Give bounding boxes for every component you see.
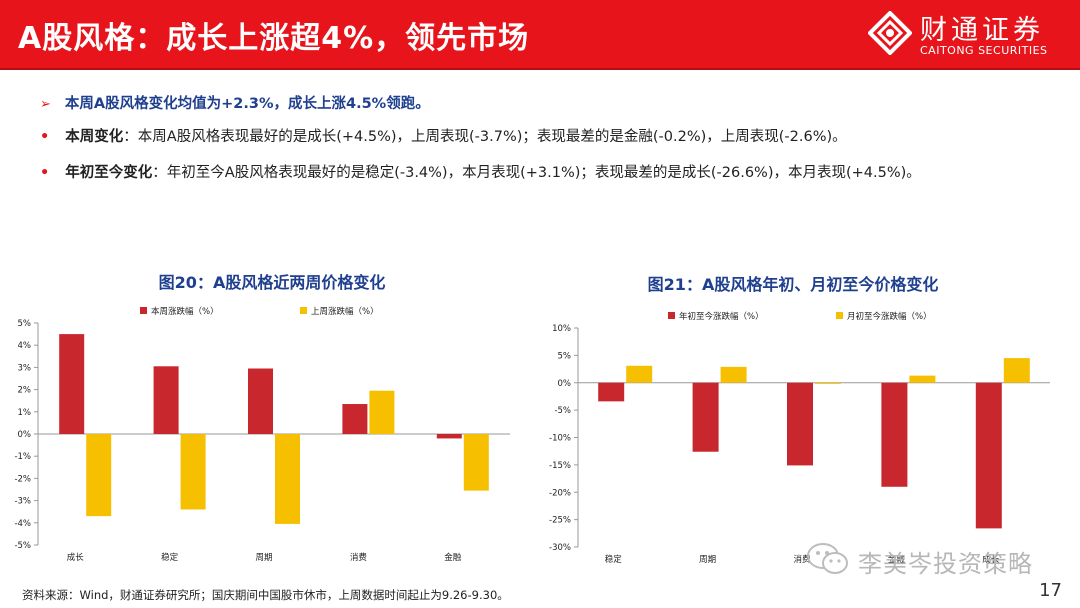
y-tick-label: 0% [18, 430, 32, 440]
summary-text: 本周A股风格变化均值为+2.3%，成长上涨4.5%领跑。 [64, 96, 430, 112]
y-tick-label: -25% [549, 516, 571, 526]
watermark-text: 李美岑投资策略 [858, 550, 1033, 578]
y-tick-label: 0% [558, 379, 572, 389]
bar-series2 [275, 434, 300, 524]
bar-series2 [180, 434, 206, 510]
bar-series2 [720, 366, 747, 383]
x-tick-label: 金融 [444, 552, 462, 563]
page-number: 17 [1039, 580, 1062, 601]
bar-series1 [436, 434, 462, 439]
header-bar: A股风格：成长上涨超4%，领先市场 财通证券 CAITONG SECURITIE… [0, 0, 1080, 68]
y-tick-label: 5% [558, 351, 572, 361]
bar-series1 [787, 382, 813, 466]
y-tick-label: -20% [549, 488, 571, 498]
bar-series2 [1003, 358, 1030, 383]
slide-title: A股风格：成长上涨超4%，领先市场 [18, 21, 530, 56]
ytd-lead: 年初至今变化 [65, 165, 153, 181]
bar-series1 [342, 404, 368, 434]
ytd-change-bullet: • 年初至今变化：年初至今A股风格表现最好的是稳定(-3.4%)，本月表现(+3.… [40, 161, 921, 182]
week-text: ：本周A股风格表现最好的是成长(+4.5%)，上周表现(-3.7%)；表现最差的… [123, 129, 847, 145]
bar-series1 [59, 334, 85, 434]
watermark: 李美岑投资策略 [806, 542, 1068, 578]
y-tick-label: -4% [14, 519, 31, 529]
legend-label: 年初至今涨跌幅（%） [679, 311, 764, 322]
logo-text-en: CAITONG SECURITIES [920, 44, 1048, 57]
x-tick-label: 消费 [350, 552, 368, 563]
legend-label: 月初至今涨跌幅（%） [847, 311, 932, 322]
y-tick-label: 10% [552, 324, 571, 334]
chart-title: 图20：A股风格近两周价格变化 [159, 273, 386, 292]
legend-swatch [668, 312, 675, 319]
y-tick-label: -30% [549, 543, 571, 553]
legend-swatch [140, 307, 147, 314]
x-tick-label: 周期 [699, 555, 716, 565]
x-tick-label: 稳定 [161, 552, 179, 563]
x-tick-label: 成长 [982, 554, 1000, 565]
y-tick-label: 5% [18, 319, 32, 329]
summary-bullet: ➢ 本周A股风格变化均值为+2.3%，成长上涨4.5%领跑。 [40, 92, 430, 113]
dot-bullet-icon: • [40, 165, 50, 181]
y-tick-label: -2% [14, 474, 31, 484]
week-change-bullet: • 本周变化：本周A股风格表现最好的是成长(+4.5%)，上周表现(-3.7%)；… [40, 125, 847, 146]
bar-series2 [369, 390, 395, 434]
y-tick-label: -1% [14, 452, 31, 462]
bar-series2 [463, 434, 489, 491]
bar-series1 [598, 382, 625, 402]
bar-series1 [153, 366, 179, 434]
arrow-bullet-icon: ➢ [40, 97, 51, 112]
y-tick-label: 3% [18, 363, 32, 373]
dot-bullet-icon: • [40, 129, 50, 145]
y-tick-label: -3% [14, 497, 31, 507]
bar-series1 [881, 382, 908, 487]
y-tick-label: 2% [18, 386, 32, 396]
bar-series1 [975, 382, 1002, 529]
company-logo: 财通证券 CAITONG SECURITIES [848, 0, 1080, 68]
y-tick-label: -15% [549, 461, 571, 471]
wechat-icon [807, 543, 848, 574]
bar-series1 [248, 368, 273, 434]
y-tick-label: 1% [18, 408, 32, 418]
logo-mark-icon [868, 11, 912, 55]
source-note: 资料来源：Wind，财通证券研究所；国庆期间中国股市休市，上周数据时间起止为9.… [22, 588, 509, 602]
x-tick-label: 周期 [255, 553, 272, 563]
header-divider [0, 68, 1080, 70]
y-tick-label: 4% [18, 341, 32, 351]
ytd-text: ：年初至今A股风格表现最好的是稳定(-3.4%)，本月表现(+3.1%)；表现最… [152, 165, 921, 181]
legend-swatch [836, 312, 843, 319]
legend-label: 上周涨跌幅（%） [311, 306, 379, 317]
y-tick-label: -5% [554, 406, 571, 416]
x-tick-label: 稳定 [605, 554, 623, 565]
bar-series2 [86, 434, 112, 517]
x-tick-label: 消费 [793, 554, 811, 565]
y-tick-label: -10% [549, 434, 571, 444]
y-tick-label: -5% [14, 541, 31, 551]
legend-label: 本周涨跌幅（%） [151, 306, 219, 317]
week-lead: 本周变化 [65, 129, 124, 145]
bar-series2 [626, 365, 653, 383]
x-tick-label: 成长 [67, 552, 85, 563]
chart-title: 图21：A股风格年初、月初至今价格变化 [648, 275, 939, 294]
legend-swatch [300, 307, 307, 314]
x-tick-label: 金融 [888, 554, 906, 565]
logo-text-cn: 财通证券 [920, 15, 1044, 46]
bar-series2 [815, 382, 841, 384]
bar-series2 [909, 375, 936, 383]
bar-series1 [692, 382, 719, 452]
